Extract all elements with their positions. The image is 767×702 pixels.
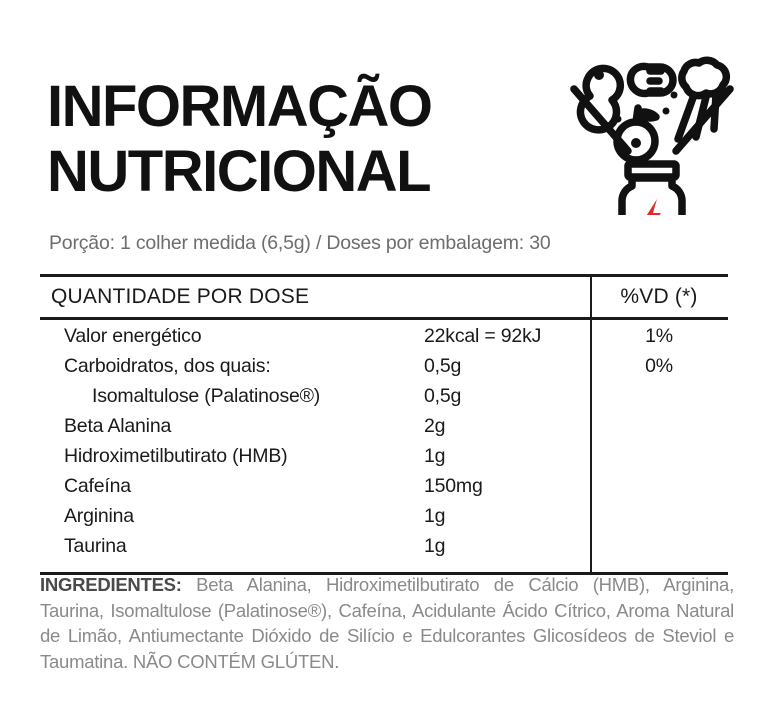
nutrient-name: Arginina	[64, 505, 134, 527]
ingredients-text: Beta Alanina, Hidroximetilbutirato de Cá…	[40, 574, 734, 672]
table-row: Taurina 1g	[40, 535, 728, 565]
title-line-2: NUTRICIONAL	[47, 139, 432, 204]
table-row: Hidroximetilbutirato (HMB) 1g	[40, 445, 728, 475]
page-title: INFORMAÇÃO NUTRICIONAL	[47, 78, 547, 201]
nutrient-name: Cafeína	[64, 475, 131, 497]
nutrient-amount: 150mg	[424, 475, 483, 497]
table-row: Cafeína 150mg	[40, 475, 728, 505]
table-row: Beta Alanina 2g	[40, 415, 728, 445]
column-header-quantity: QUANTIDADE POR DOSE	[51, 285, 310, 308]
nutrition-table: QUANTIDADE POR DOSE %VD (*) Valor energé…	[40, 274, 728, 575]
ingredients-label: INGREDIENTES:	[40, 574, 182, 595]
nutrient-name: Beta Alanina	[64, 415, 172, 437]
nutrient-dv: 0%	[645, 355, 673, 377]
nutrient-name: Taurina	[64, 535, 127, 557]
table-header-row: QUANTIDADE POR DOSE %VD (*)	[40, 277, 728, 320]
nutrient-name: Isomaltulose (Palatinose®)	[92, 385, 321, 407]
nutrient-name: Hidroximetilbutirato (HMB)	[64, 445, 288, 467]
nutrient-name: Carboidratos, dos quais:	[64, 355, 271, 377]
ingredients-block: INGREDIENTES: Beta Alanina, Hidroximetil…	[40, 572, 734, 674]
nutrient-dv: 1%	[645, 325, 673, 347]
table-body: Valor energético 22kcal = 92kJ 1% Carboi…	[40, 320, 728, 572]
nutrient-name: Valor energético	[64, 325, 202, 347]
nutrient-amount: 1g	[424, 535, 446, 557]
nutrient-amount: 1g	[424, 445, 446, 467]
table-row: Carboidratos, dos quais: 0,5g 0%	[40, 355, 728, 385]
portion-info: Porção: 1 colher medida (6,5g) / Doses p…	[49, 232, 551, 254]
table-column-divider	[590, 277, 592, 572]
supplement-bottle-with-foods-illustration	[566, 33, 738, 215]
table-row: Valor energético 22kcal = 92kJ 1%	[40, 325, 728, 355]
title-line-1: INFORMAÇÃO	[47, 74, 433, 139]
table-row: Isomaltulose (Palatinose®) 0,5g	[40, 385, 728, 415]
table-row: Arginina 1g	[40, 505, 728, 535]
nutrient-amount: 2g	[424, 415, 446, 437]
nutrient-amount: 22kcal = 92kJ	[424, 325, 542, 347]
nutrient-amount: 0,5g	[424, 385, 462, 407]
nutrient-amount: 1g	[424, 505, 446, 527]
nutrient-amount: 0,5g	[424, 355, 462, 377]
column-header-dv: %VD (*)	[620, 285, 698, 308]
